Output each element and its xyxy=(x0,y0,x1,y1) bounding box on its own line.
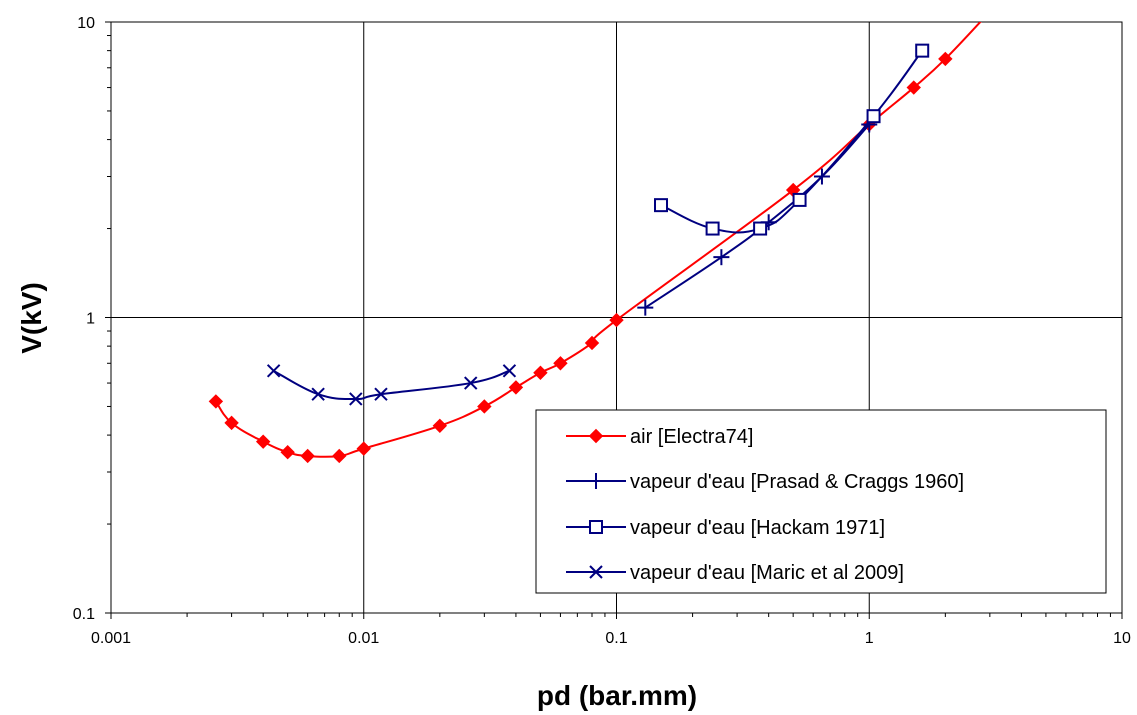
legend-box xyxy=(535,409,1107,594)
data-point xyxy=(266,364,281,378)
data-point xyxy=(584,335,600,351)
x-mark-b xyxy=(266,364,281,378)
x-mark-b xyxy=(464,376,478,390)
data-point xyxy=(349,392,363,406)
x-mark-b xyxy=(502,364,517,378)
data-point xyxy=(533,365,548,380)
data-point xyxy=(477,399,492,414)
legend-marker xyxy=(588,428,604,444)
data-point xyxy=(705,221,720,236)
data-point xyxy=(502,364,517,378)
legend-item: vapeur d'eau [Prasad & Craggs 1960] xyxy=(566,471,964,493)
legend-marker xyxy=(589,520,603,534)
data-point xyxy=(255,434,271,449)
data-point xyxy=(280,445,295,460)
data-point xyxy=(637,299,654,316)
data-point xyxy=(713,249,730,266)
data-point xyxy=(356,441,371,456)
x-tick-label: 10 xyxy=(1113,630,1131,647)
x-tick-label: 0.01 xyxy=(348,630,379,647)
series-1 xyxy=(208,22,982,464)
legend-item: air [Electra74] xyxy=(566,426,753,448)
axis-layer: 0.001 0.01 0.1 1 10 0.1 1 10 xyxy=(73,15,1131,647)
data-point xyxy=(906,80,921,95)
data-point xyxy=(224,415,239,431)
data-point xyxy=(432,418,448,434)
data-point xyxy=(508,380,524,395)
data-point xyxy=(311,387,325,401)
data-point xyxy=(938,51,953,67)
data-point xyxy=(792,192,807,207)
legend: air [Electra74] vapeur d'eau [Prasad & Cr… xyxy=(535,409,1107,594)
x-axis-title: pd (bar.mm) xyxy=(537,680,697,711)
series-layer xyxy=(208,22,982,464)
series-4 xyxy=(266,364,517,406)
data-point xyxy=(464,376,478,390)
legend-marker xyxy=(589,565,603,579)
x-mark-b xyxy=(374,387,388,401)
data-point xyxy=(332,448,347,464)
legend-label: vapeur d'eau [Maric et al 2009] xyxy=(630,562,904,584)
x-mark-b xyxy=(349,392,363,406)
data-point xyxy=(609,312,624,328)
data-point xyxy=(654,198,669,213)
x-tick-label: 0.1 xyxy=(605,630,627,647)
x-tick-label: 0.001 xyxy=(91,630,131,647)
legend-label: air [Electra74] xyxy=(630,426,753,448)
data-point xyxy=(915,43,930,58)
legend-marker xyxy=(588,473,604,489)
y-tick-label: 1 xyxy=(86,311,95,328)
legend-item: vapeur d'eau [Maric et al 2009] xyxy=(566,562,904,584)
x-tick-label: 1 xyxy=(865,630,874,647)
legend-label: vapeur d'eau [Hackam 1971] xyxy=(630,517,885,539)
legend-item: vapeur d'eau [Hackam 1971] xyxy=(566,517,885,539)
data-point xyxy=(553,356,568,371)
data-point xyxy=(866,109,881,124)
y-tick-label: 10 xyxy=(77,15,95,32)
series-3 xyxy=(654,43,930,236)
data-point xyxy=(300,448,315,464)
data-point xyxy=(753,221,768,236)
x-mark-b xyxy=(589,565,603,579)
x-mark-b xyxy=(311,387,325,401)
data-point xyxy=(374,387,388,401)
y-tick-label: 0.1 xyxy=(73,606,95,623)
y-axis-title: V(kV) xyxy=(16,282,47,354)
data-point xyxy=(208,394,224,409)
legend-label: vapeur d'eau [Prasad & Craggs 1960] xyxy=(630,471,964,493)
